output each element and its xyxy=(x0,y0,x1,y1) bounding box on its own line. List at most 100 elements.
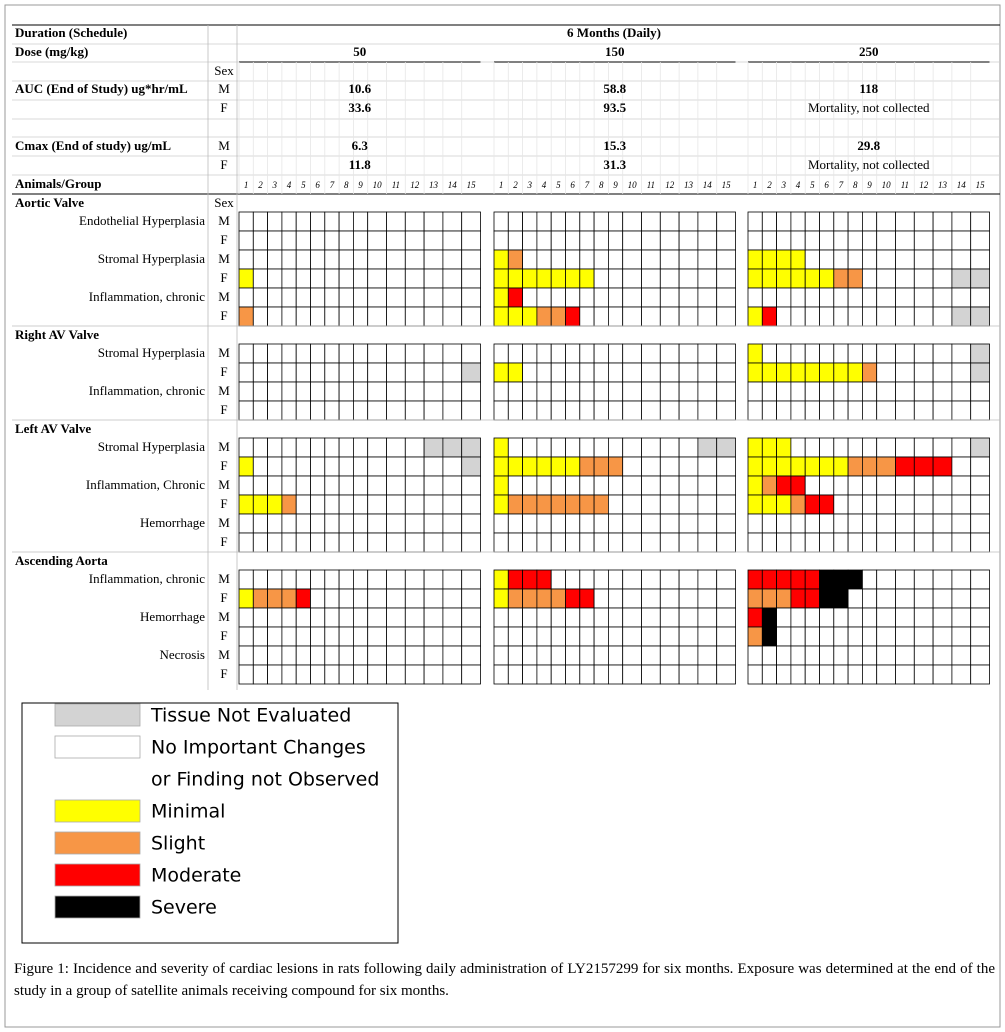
severity-cell xyxy=(493,588,509,609)
legend-label: Tissue Not Evaluated xyxy=(150,705,351,727)
severity-cell xyxy=(819,400,835,421)
severity-cell xyxy=(678,475,699,496)
severity-cell xyxy=(847,494,863,515)
severity-cell xyxy=(404,437,425,458)
severity-cell xyxy=(697,588,718,609)
severity-cell xyxy=(310,437,326,458)
severity-cell xyxy=(281,306,297,327)
severity-cell xyxy=(238,211,254,232)
severity-cell xyxy=(442,306,463,327)
severity-cell xyxy=(761,306,777,327)
severity-cell xyxy=(790,230,806,251)
animals-label: Animals/Group xyxy=(15,176,101,191)
severity-cell xyxy=(338,287,354,308)
severity-cell xyxy=(659,343,680,364)
lesion-name: Hemorrhage xyxy=(140,515,205,530)
severity-cell xyxy=(622,475,642,496)
severity-cell xyxy=(876,494,896,515)
severity-cell xyxy=(550,645,566,666)
severity-cell xyxy=(913,287,934,308)
severity-cell xyxy=(951,626,972,647)
severity-cell xyxy=(819,249,835,270)
severity-cell xyxy=(833,211,849,232)
severity-cell xyxy=(895,494,915,515)
severity-cell xyxy=(678,532,699,553)
severity-cell xyxy=(913,532,934,553)
severity-cell xyxy=(833,645,849,666)
severity-cell xyxy=(641,230,661,251)
severity-cell xyxy=(352,306,369,327)
severity-cell xyxy=(352,532,369,553)
severity-cell xyxy=(423,211,444,232)
severity-cell xyxy=(386,475,406,496)
severity-cell xyxy=(608,381,624,402)
severity-cell xyxy=(507,588,523,609)
severity-cell xyxy=(608,456,624,477)
severity-cell xyxy=(338,626,354,647)
severity-cell xyxy=(913,607,934,628)
severity-cell xyxy=(507,362,523,383)
severity-cell xyxy=(565,475,581,496)
severity-cell xyxy=(819,569,835,590)
severity-cell xyxy=(522,664,538,685)
severity-cell xyxy=(493,306,509,327)
severity-cell xyxy=(295,400,311,421)
severity-cell xyxy=(338,456,354,477)
severity-cell xyxy=(238,569,254,590)
severity-cell xyxy=(536,211,552,232)
severity-cell xyxy=(761,211,777,232)
severity-cell xyxy=(238,664,254,685)
severity-cell xyxy=(550,400,566,421)
severity-cell xyxy=(913,645,934,666)
severity-cell xyxy=(423,437,444,458)
severity-cell xyxy=(970,456,990,477)
severity-cell xyxy=(608,211,624,232)
severity-cell xyxy=(678,513,699,534)
severity-cell xyxy=(281,343,297,364)
severity-cell xyxy=(622,230,642,251)
animal-number: 14 xyxy=(957,180,967,190)
animal-number: 4 xyxy=(287,180,292,190)
legend-label: Minimal xyxy=(151,801,225,823)
severity-cell xyxy=(507,475,523,496)
severity-cell xyxy=(970,437,990,458)
lesion-name: Inflammation, chronic xyxy=(89,383,205,398)
severity-cell xyxy=(386,211,406,232)
animal-number: 5 xyxy=(810,180,815,190)
severity-cell xyxy=(747,249,763,270)
severity-cell xyxy=(913,249,934,270)
animal-number: 10 xyxy=(628,180,638,190)
severity-cell xyxy=(522,362,538,383)
severity-cell xyxy=(776,306,792,327)
severity-cell xyxy=(913,626,934,647)
severity-cell xyxy=(367,437,387,458)
severity-cell xyxy=(461,588,481,609)
severity-cell xyxy=(747,381,763,402)
severity-cell xyxy=(776,475,792,496)
severity-cell xyxy=(970,287,990,308)
severity-cell xyxy=(970,626,990,647)
severity-cell xyxy=(847,588,863,609)
severity-cell xyxy=(442,645,463,666)
severity-cell xyxy=(747,456,763,477)
severity-cell xyxy=(847,664,863,685)
severity-cell xyxy=(876,607,896,628)
severity-cell xyxy=(847,343,863,364)
animal-number: 5 xyxy=(556,180,561,190)
severity-cell xyxy=(790,437,806,458)
animal-number: 1 xyxy=(753,180,758,190)
severity-cell xyxy=(238,249,254,270)
section-title: Left AV Valve xyxy=(15,421,91,436)
severity-cell xyxy=(295,249,311,270)
severity-cell xyxy=(819,230,835,251)
severity-cell xyxy=(876,456,896,477)
severity-cell xyxy=(565,664,581,685)
severity-cell xyxy=(932,664,953,685)
severity-cell xyxy=(352,287,369,308)
severity-cell xyxy=(338,249,354,270)
severity-cell xyxy=(932,494,953,515)
severity-cell xyxy=(761,645,777,666)
severity-cell xyxy=(310,626,326,647)
severity-cell xyxy=(847,513,863,534)
legend-box xyxy=(21,702,399,944)
